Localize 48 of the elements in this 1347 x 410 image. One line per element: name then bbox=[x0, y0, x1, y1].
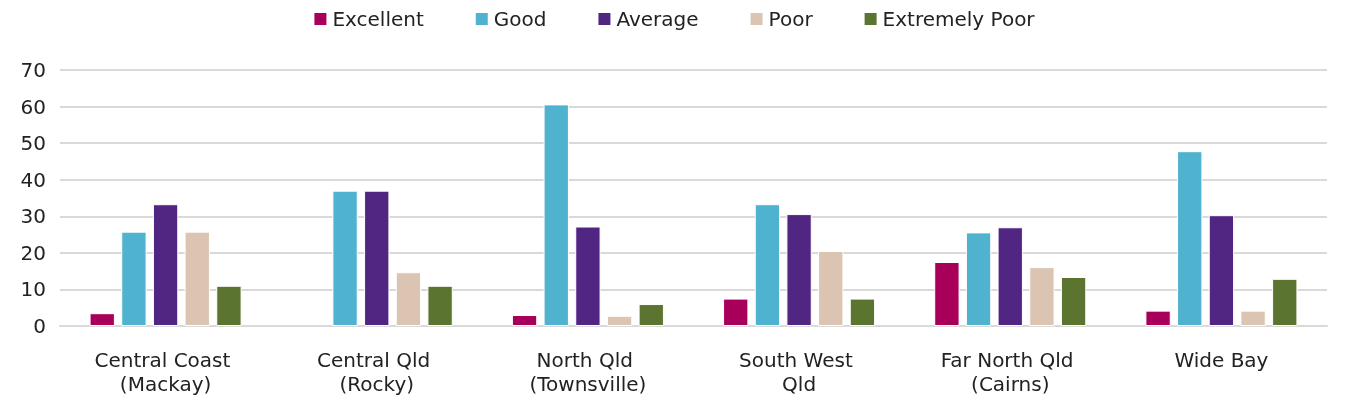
bar bbox=[364, 190, 390, 326]
y-tick-label: 0 bbox=[33, 314, 46, 338]
bar bbox=[606, 315, 633, 326]
bar bbox=[1060, 276, 1087, 326]
bar bbox=[89, 313, 115, 326]
bar bbox=[1177, 151, 1203, 326]
bar bbox=[1145, 310, 1171, 326]
bar bbox=[1208, 215, 1235, 326]
legend-label: Extremely Poor bbox=[882, 7, 1036, 31]
bar bbox=[786, 214, 812, 326]
bar bbox=[332, 190, 358, 326]
bar bbox=[1272, 278, 1298, 326]
x-tick-label: Far North Qld (Cairns) bbox=[940, 348, 1080, 396]
bar bbox=[849, 298, 876, 326]
bar bbox=[216, 285, 242, 326]
bar bbox=[152, 204, 179, 326]
bar bbox=[965, 232, 992, 326]
y-tick-label: 50 bbox=[20, 131, 46, 156]
bar bbox=[1240, 310, 1266, 326]
y-tick-label: 40 bbox=[20, 167, 46, 192]
legend-label: Good bbox=[493, 7, 547, 31]
bar bbox=[184, 231, 210, 326]
x-tick-label: Central Coast (Mackay) bbox=[94, 348, 237, 396]
x-tick-label: Central Qld (Rocky) bbox=[316, 348, 437, 396]
bar bbox=[754, 204, 781, 326]
legend-label: Excellent bbox=[332, 7, 424, 31]
x-tick-label: South West Qld bbox=[739, 348, 860, 396]
bar bbox=[395, 272, 422, 326]
bar bbox=[543, 104, 569, 326]
x-tick-label: North Qld (Townsville) bbox=[529, 348, 647, 396]
bar bbox=[723, 298, 749, 326]
y-tick-label: 30 bbox=[20, 204, 46, 229]
legend-label: Average bbox=[616, 7, 699, 31]
bar bbox=[997, 227, 1023, 326]
bar bbox=[427, 285, 453, 326]
y-tick-label: 70 bbox=[20, 58, 46, 82]
x-tick-label: Wide Bay bbox=[1174, 348, 1269, 372]
bar bbox=[818, 251, 844, 326]
bar bbox=[121, 231, 147, 326]
y-tick-label: 20 bbox=[20, 240, 46, 265]
bar bbox=[1029, 267, 1055, 326]
legend-label: Poor bbox=[768, 7, 814, 31]
bar bbox=[934, 262, 960, 326]
bar bbox=[511, 315, 538, 326]
bar bbox=[638, 304, 664, 326]
y-tick-label: 60 bbox=[20, 94, 46, 119]
y-tick-label: 10 bbox=[20, 277, 46, 302]
bar bbox=[575, 226, 601, 326]
